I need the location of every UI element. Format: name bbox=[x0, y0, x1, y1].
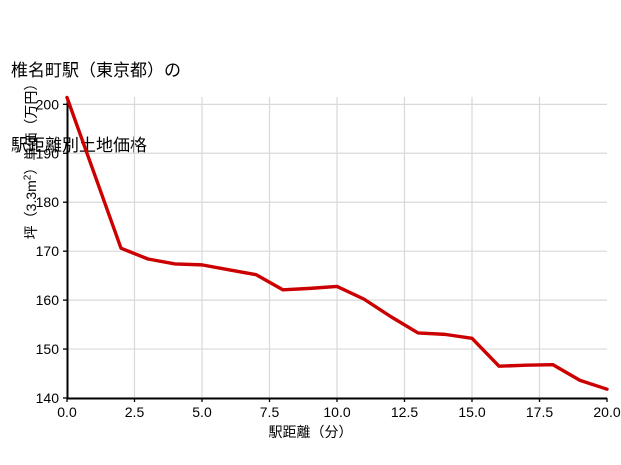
x-tick-label: 0.0 bbox=[57, 404, 77, 420]
axis-spines bbox=[66, 97, 607, 400]
y-tick-label: 180 bbox=[36, 194, 60, 210]
tick-labels: 140 150 160 170 180 190 200 0.0 2.5 5.0 7.5 10.0 12.… bbox=[36, 96, 621, 420]
y-tick-label: 170 bbox=[36, 243, 60, 259]
y-axis-label-suffix: ）単価（万円） bbox=[23, 76, 39, 175]
tick-marks bbox=[63, 103, 608, 402]
x-tick-label: 15.0 bbox=[458, 404, 485, 420]
x-tick-label: 7.5 bbox=[260, 404, 280, 420]
chart-title: 椎名町駅（東京都）の 駅距離別土地価格 bbox=[11, 8, 181, 208]
x-tick-label: 12.5 bbox=[391, 404, 418, 420]
y-axis-label-wrapper: 坪（3.3m2）単価（万円） bbox=[21, 3, 41, 313]
x-tick-label: 20.0 bbox=[593, 404, 620, 420]
y-tick-label: 160 bbox=[36, 292, 60, 308]
gridlines bbox=[67, 97, 607, 399]
x-tick-label: 5.0 bbox=[192, 404, 212, 420]
y-axis-label-superscript: 2 bbox=[22, 174, 34, 181]
y-tick-label: 150 bbox=[36, 341, 60, 357]
y-tick-label: 190 bbox=[36, 145, 60, 161]
y-axis-label: 坪（3.3m2）単価（万円） bbox=[21, 77, 41, 240]
y-tick-label: 200 bbox=[36, 96, 60, 112]
chart-title-line-1: 椎名町駅（東京都）の bbox=[11, 61, 181, 80]
x-tick-label: 2.5 bbox=[125, 404, 145, 420]
x-tick-label: 10.0 bbox=[323, 404, 350, 420]
x-axis-label: 駅距離（分） bbox=[268, 424, 353, 440]
x-tick-label: 17.5 bbox=[526, 404, 553, 420]
chart-title-line-2: 駅距離別土地価格 bbox=[11, 136, 147, 155]
y-axis-label-prefix: 坪（3.3m bbox=[23, 180, 39, 240]
data-series-line bbox=[65, 95, 609, 391]
y-tick-label: 140 bbox=[36, 390, 60, 406]
